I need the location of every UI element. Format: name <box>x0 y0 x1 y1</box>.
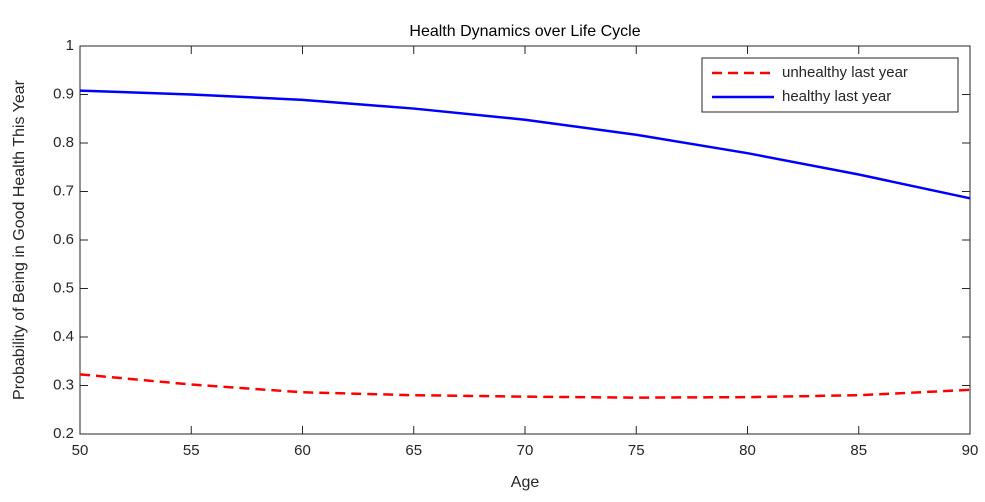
y-tick-label: 0.7 <box>53 182 74 199</box>
y-tick-label: 0.8 <box>53 134 74 151</box>
x-tick-label: 70 <box>517 442 534 459</box>
x-axis-label: Age <box>511 474 540 491</box>
y-axis-label: Probability of Being in Good Health This… <box>11 79 28 400</box>
x-tick-label: 55 <box>183 442 200 459</box>
x-tick-label: 90 <box>962 442 979 459</box>
line-series <box>79 373 971 399</box>
line-series <box>79 89 971 200</box>
legend-box <box>701 57 959 113</box>
x-tick-label: 60 <box>294 442 311 459</box>
legend-label: unhealthy last year <box>782 64 908 81</box>
y-tick-label: 1 <box>66 37 74 54</box>
x-tick-label: 65 <box>405 442 422 459</box>
x-tick-label: 50 <box>72 442 89 459</box>
y-tick-label: 0.9 <box>53 85 74 102</box>
y-tick-label: 0.2 <box>53 425 74 442</box>
y-tick-label: 0.6 <box>53 231 74 248</box>
x-tick-label: 85 <box>850 442 867 459</box>
y-tick-label: 0.3 <box>53 376 74 393</box>
chart-title: Health Dynamics over Life Cycle <box>409 23 640 40</box>
legend-label: healthy last year <box>782 88 891 105</box>
y-tick-label: 0.4 <box>53 328 74 345</box>
y-tick-label: 0.5 <box>53 279 74 296</box>
x-tick-label: 80 <box>739 442 756 459</box>
x-tick-label: 75 <box>628 442 645 459</box>
